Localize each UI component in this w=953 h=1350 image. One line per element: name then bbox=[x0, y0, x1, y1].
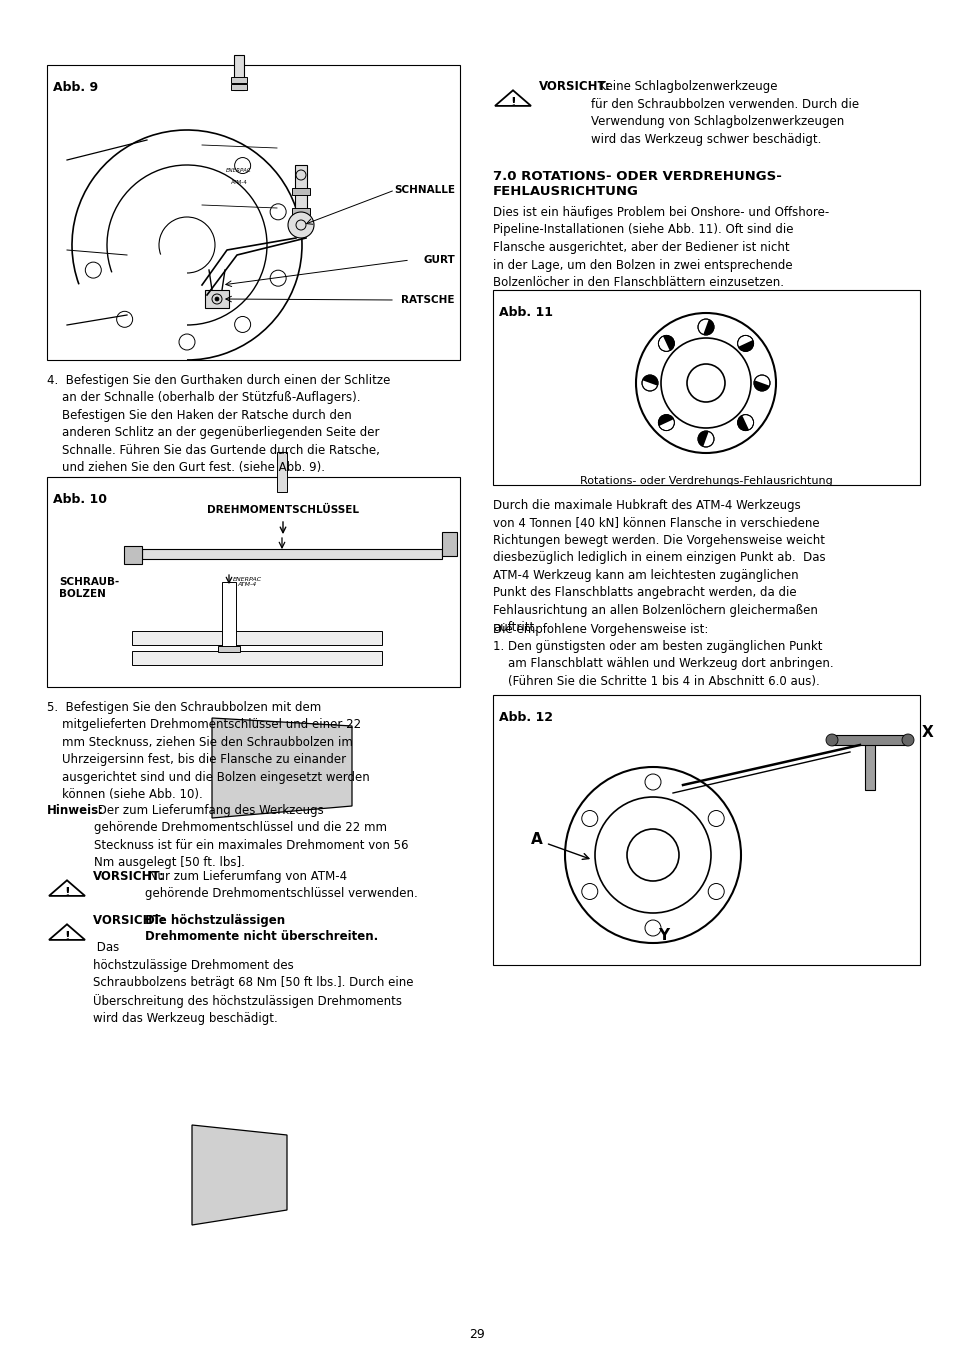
Text: Rotations- oder Verdrehungs-Fehlausrichtung: Rotations- oder Verdrehungs-Fehlausricht… bbox=[579, 477, 832, 486]
Text: VORSICHT:: VORSICHT: bbox=[92, 869, 165, 883]
Text: 4.  Befestigen Sie den Gurthaken durch einen der Schlitze
    an der Schnalle (o: 4. Befestigen Sie den Gurthaken durch ei… bbox=[47, 374, 390, 474]
Circle shape bbox=[698, 431, 713, 447]
Bar bbox=[231, 84, 247, 90]
Text: ENERPAC
ATM-4: ENERPAC ATM-4 bbox=[233, 576, 261, 587]
Polygon shape bbox=[212, 718, 352, 818]
Wedge shape bbox=[698, 431, 708, 447]
Circle shape bbox=[658, 414, 674, 431]
Text: Abb. 10: Abb. 10 bbox=[53, 493, 107, 506]
Text: GURT: GURT bbox=[423, 255, 455, 265]
Bar bbox=[831, 734, 907, 745]
Wedge shape bbox=[737, 416, 748, 431]
Polygon shape bbox=[192, 1125, 287, 1224]
Bar bbox=[493, 290, 919, 485]
Wedge shape bbox=[658, 414, 673, 427]
Circle shape bbox=[658, 335, 674, 351]
Bar bbox=[233, 55, 244, 90]
Text: ENERPAC: ENERPAC bbox=[226, 167, 252, 173]
Bar bbox=[864, 740, 874, 790]
Text: A: A bbox=[531, 833, 588, 860]
Circle shape bbox=[288, 212, 314, 238]
Text: VORSICHT:: VORSICHT: bbox=[92, 914, 169, 927]
Text: 5.  Befestigen Sie den Schraubbolzen mit dem
    mitgelieferten Drehmomentschlüs: 5. Befestigen Sie den Schraubbolzen mit … bbox=[47, 701, 370, 802]
Bar bbox=[292, 188, 310, 194]
Text: Dies ist ein häufiges Problem bei Onshore- und Offshore-
Pipeline-Installationen: Dies ist ein häufiges Problem bei Onshor… bbox=[493, 207, 828, 289]
Bar bbox=[276, 452, 287, 491]
Bar bbox=[218, 647, 240, 652]
Text: Durch die maximale Hubkraft des ATM-4 Werkzeugs
von 4 Tonnen [40 kN] können Flan: Durch die maximale Hubkraft des ATM-4 We… bbox=[493, 500, 824, 634]
Bar bbox=[132, 651, 381, 666]
Bar bbox=[222, 582, 235, 652]
Text: SCHNALLE: SCHNALLE bbox=[394, 185, 455, 194]
Text: Keine Schlagbolzenwerkzeuge
für den Schraubbolzen verwenden. Durch die
Verwendun: Keine Schlagbolzenwerkzeuge für den Schr… bbox=[590, 80, 859, 146]
Text: 7.0 ROTATIONS- ODER VERDREHUNGS-: 7.0 ROTATIONS- ODER VERDREHUNGS- bbox=[493, 170, 781, 184]
Circle shape bbox=[901, 734, 913, 747]
Text: !: ! bbox=[64, 886, 70, 899]
Bar bbox=[292, 208, 310, 215]
Text: DREHMOMENTSCHLÜSSEL: DREHMOMENTSCHLÜSSEL bbox=[207, 505, 358, 516]
Text: Y: Y bbox=[658, 927, 668, 944]
Text: Abb. 11: Abb. 11 bbox=[498, 306, 553, 319]
Bar bbox=[47, 65, 459, 360]
Text: Das
höchstzulässige Drehmoment des
Schraubbolzens beträgt 68 Nm [50 ft lbs.]. Du: Das höchstzulässige Drehmoment des Schra… bbox=[92, 941, 413, 1026]
Text: !: ! bbox=[64, 930, 70, 942]
Circle shape bbox=[753, 375, 769, 391]
Text: SCHRAUB-
BOLZEN: SCHRAUB- BOLZEN bbox=[59, 576, 119, 599]
Bar bbox=[231, 77, 247, 82]
Text: Die empfohlene Vorgehensweise ist:: Die empfohlene Vorgehensweise ist: bbox=[493, 622, 708, 636]
Wedge shape bbox=[662, 335, 674, 351]
Text: VORSICHT:: VORSICHT: bbox=[538, 80, 610, 93]
Text: RATSCHE: RATSCHE bbox=[401, 296, 455, 305]
Text: X: X bbox=[921, 725, 933, 740]
Bar bbox=[132, 630, 381, 645]
Text: Abb. 9: Abb. 9 bbox=[53, 81, 98, 95]
Bar bbox=[493, 695, 919, 965]
Text: Der zum Lieferumfang des Werkzeugs
gehörende Drehmomentschlüssel und die 22 mm
S: Der zum Lieferumfang des Werkzeugs gehör… bbox=[94, 805, 408, 869]
Bar bbox=[294, 165, 307, 211]
Circle shape bbox=[214, 297, 219, 301]
Circle shape bbox=[825, 734, 837, 747]
Text: Abb. 12: Abb. 12 bbox=[498, 711, 553, 724]
Circle shape bbox=[737, 335, 753, 351]
Text: FEHLAUSRICHTUNG: FEHLAUSRICHTUNG bbox=[493, 185, 639, 198]
Bar bbox=[124, 545, 142, 564]
Text: 1. Den günstigsten oder am besten zugänglichen Punkt
    am Flanschblatt wählen : 1. Den günstigsten oder am besten zugäng… bbox=[493, 640, 833, 688]
Text: !: ! bbox=[510, 96, 516, 109]
Text: 29: 29 bbox=[469, 1328, 484, 1341]
Text: ATM-4: ATM-4 bbox=[231, 181, 247, 185]
Bar bbox=[142, 549, 441, 559]
Bar bbox=[47, 477, 459, 687]
Circle shape bbox=[737, 414, 753, 431]
Wedge shape bbox=[702, 320, 713, 335]
Circle shape bbox=[641, 375, 658, 391]
Bar bbox=[441, 532, 456, 556]
Text: Nur zum Lieferumfang von ATM-4
gehörende Drehmomentschlüssel verwenden.: Nur zum Lieferumfang von ATM-4 gehörende… bbox=[145, 869, 417, 900]
Wedge shape bbox=[753, 381, 769, 392]
Circle shape bbox=[698, 319, 713, 335]
Text: Die höchstzulässigen
Drehmomente nicht überschreiten.: Die höchstzulässigen Drehmomente nicht ü… bbox=[145, 914, 377, 944]
Bar bbox=[205, 290, 229, 308]
Wedge shape bbox=[641, 375, 658, 386]
Wedge shape bbox=[738, 340, 753, 351]
Text: Hinweis:: Hinweis: bbox=[47, 805, 104, 817]
